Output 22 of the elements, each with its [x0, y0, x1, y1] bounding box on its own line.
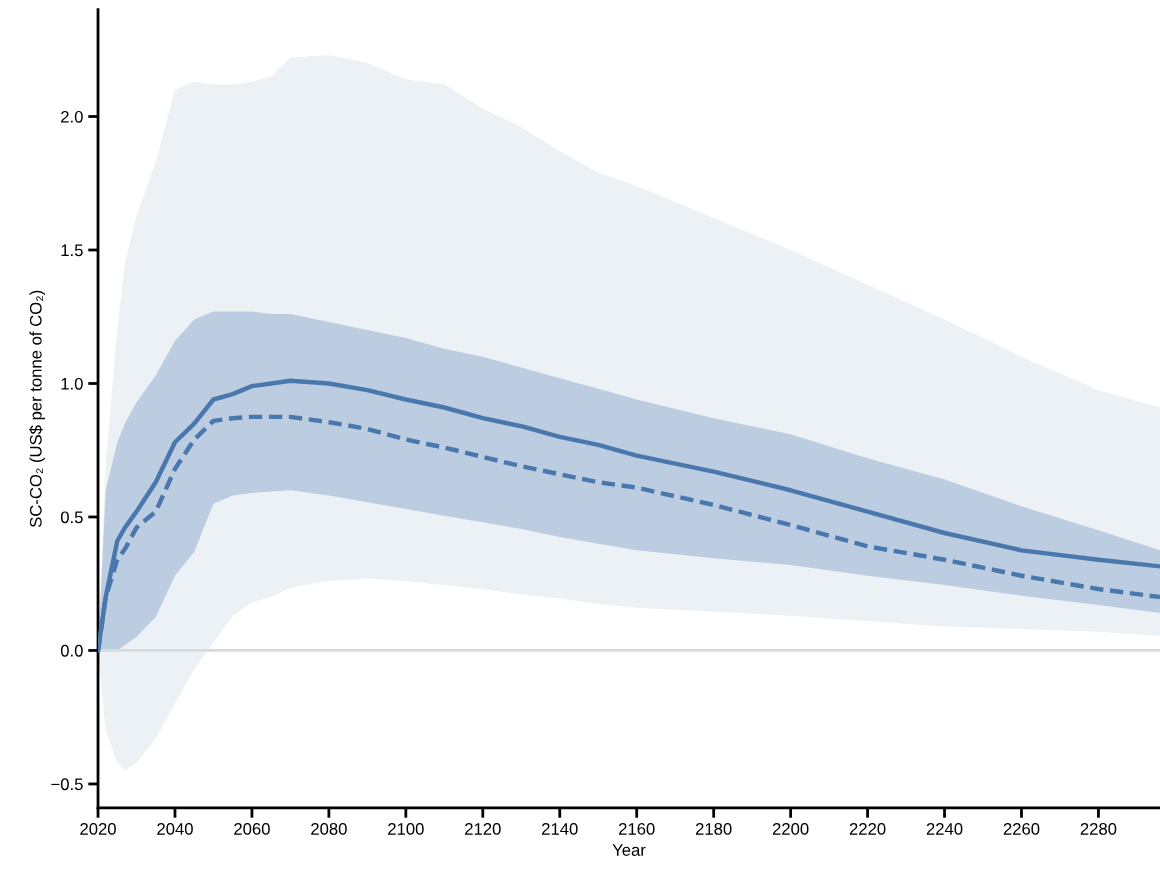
y-tick-label: 2.0 [61, 110, 83, 123]
x-tick-label: 2020 [80, 823, 116, 835]
x-tick-label: 2240 [926, 823, 963, 835]
y-tick-label: 1.0 [61, 377, 83, 390]
y-axis-title: SC-CO₂ (US$ per tonne of CO₂) [29, 290, 45, 528]
x-axis-title: Year [612, 844, 646, 856]
x-tick-label: 2200 [772, 823, 809, 835]
x-tick-label: 2220 [849, 823, 886, 835]
x-tick-label: 2060 [234, 823, 270, 835]
x-tick-label: 2180 [695, 823, 732, 835]
x-tick-label: 2280 [1080, 823, 1117, 835]
x-tick-label: 2080 [311, 823, 347, 835]
y-tick-label: −0.5 [51, 778, 83, 791]
x-tick-label: 2140 [542, 823, 578, 835]
y-tick-label: 0.5 [60, 511, 83, 524]
y-tick-label: 0.0 [60, 644, 83, 657]
x-tick-label: 2260 [1003, 823, 1040, 835]
x-tick-label: 2120 [465, 823, 501, 835]
x-tick-label: 2160 [619, 823, 655, 835]
x-tick-label: 2100 [388, 823, 424, 835]
y-tick-label: 1.5 [61, 244, 83, 257]
x-tick-label: 2040 [157, 823, 193, 835]
